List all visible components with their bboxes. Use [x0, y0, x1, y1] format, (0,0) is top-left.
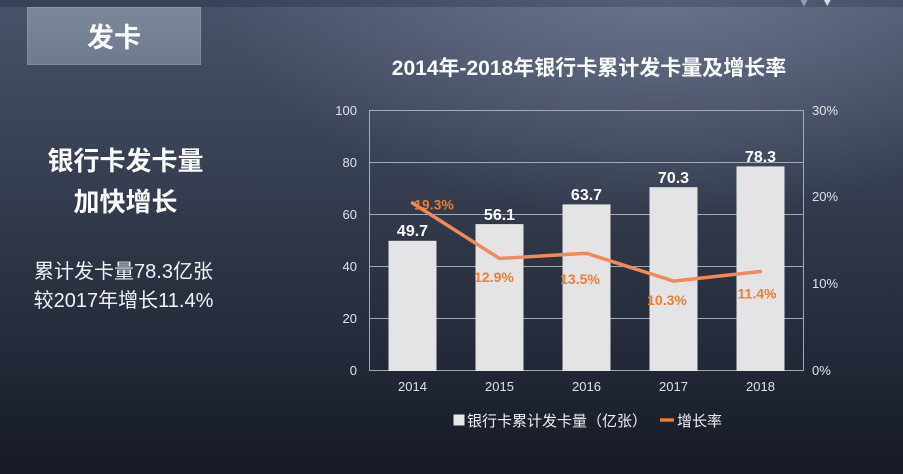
svg-text:0%: 0%: [812, 363, 831, 378]
svg-text:10.3%: 10.3%: [647, 292, 687, 308]
svg-text:10%: 10%: [812, 276, 838, 291]
svg-text:100: 100: [335, 103, 357, 118]
svg-text:56.1: 56.1: [484, 207, 515, 224]
svg-text:2015: 2015: [485, 379, 514, 394]
svg-text:2014: 2014: [398, 379, 427, 394]
svg-text:19.3%: 19.3%: [414, 197, 454, 213]
svg-text:2016: 2016: [572, 379, 601, 394]
svg-text:78.3: 78.3: [745, 149, 776, 166]
svg-text:增长率: 增长率: [677, 413, 722, 430]
svg-text:20: 20: [343, 311, 357, 326]
svg-text:13.5%: 13.5%: [560, 271, 600, 287]
svg-text:0: 0: [350, 363, 357, 378]
svg-text:49.7: 49.7: [397, 223, 428, 240]
svg-text:20%: 20%: [812, 189, 838, 204]
svg-text:11.4%: 11.4%: [738, 286, 777, 302]
svg-text:60: 60: [343, 207, 357, 222]
svg-text:70.3: 70.3: [658, 170, 689, 187]
svg-text:2018: 2018: [746, 379, 775, 394]
svg-text:12.9%: 12.9%: [474, 269, 514, 285]
svg-text:银行卡累计发卡量（亿张）: 银行卡累计发卡量（亿张）: [467, 413, 647, 430]
svg-text:30%: 30%: [812, 103, 838, 118]
svg-text:80: 80: [343, 155, 357, 170]
svg-text:63.7: 63.7: [571, 187, 602, 204]
svg-text:2017: 2017: [659, 379, 688, 394]
svg-text:40: 40: [343, 259, 357, 274]
